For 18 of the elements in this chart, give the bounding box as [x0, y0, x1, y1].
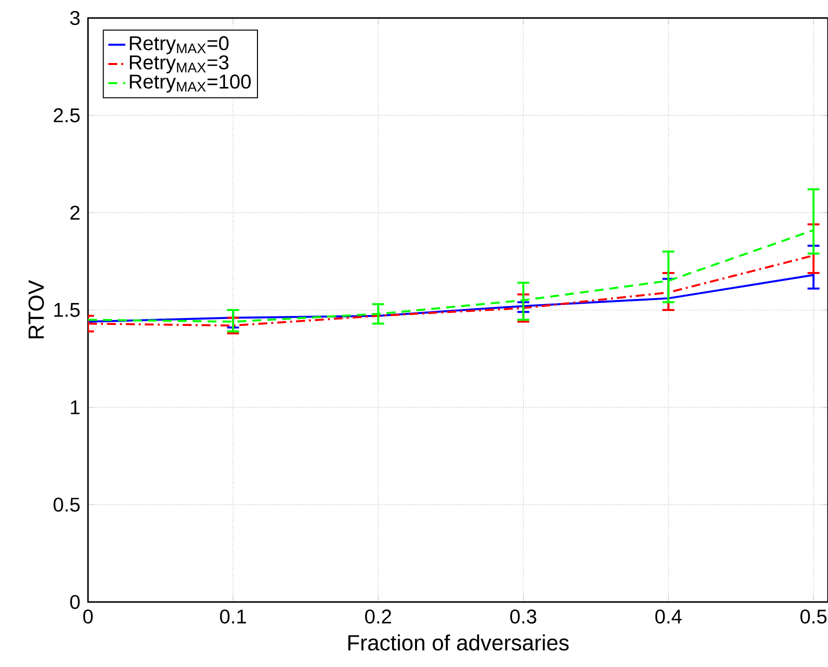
x-tick-label: 0 — [83, 610, 93, 624]
x-tick-label: 0.4 — [655, 610, 682, 624]
x-tick-label: 0.5 — [800, 610, 827, 624]
y-axis-title: RTOV — [28, 280, 44, 338]
y-tick-label: 3 — [70, 10, 80, 26]
x-tick-label: 0.1 — [220, 610, 246, 624]
y-tick-label: 2.5 — [54, 108, 80, 122]
y-tick-label: 1.5 — [54, 303, 80, 317]
legend-label: Retry$_{MAX}$=0 — [130, 36, 229, 54]
x-tick-label: 0.2 — [365, 610, 392, 624]
legend-label: Retry$_{MAX}$=3 — [130, 55, 228, 74]
legend-label: Retry$_{MAX}$=100 — [130, 74, 251, 93]
y-tick-label: 0.5 — [54, 498, 80, 512]
x-tick-label: 0.3 — [510, 610, 536, 624]
y-tick-label: 2 — [70, 206, 80, 220]
y-tick-label: 1 — [70, 400, 80, 414]
y-tick-label: 0 — [70, 594, 80, 610]
x-axis-title: Fraction of adversaries — [348, 634, 569, 651]
